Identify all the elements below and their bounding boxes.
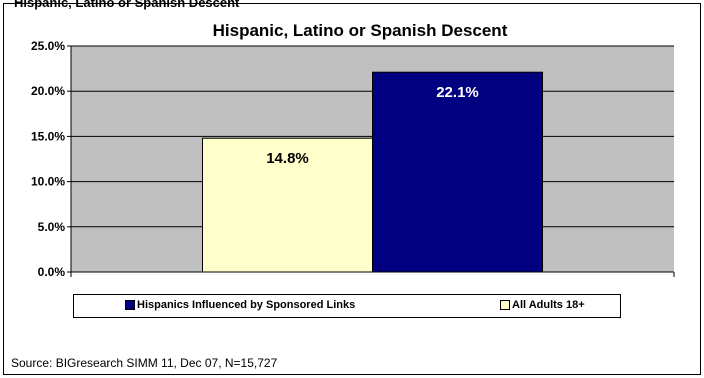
y-tick-label: 25.0% bbox=[31, 39, 65, 53]
y-tick-label: 10.0% bbox=[31, 175, 65, 189]
bar bbox=[372, 71, 543, 273]
legend-item-hispanics: Hispanics Influenced by Sponsored Links bbox=[125, 299, 355, 311]
y-tick-label: 20.0% bbox=[31, 84, 65, 98]
y-tick-label: 5.0% bbox=[38, 220, 66, 234]
y-tick-label: 0.0% bbox=[38, 265, 66, 279]
legend-label-all-adults: All Adults 18+ bbox=[512, 299, 585, 311]
plot-area: 0.0% 5.0% 10.0% 15.0% 20.0% 25.0% 14.8% 22.1% bbox=[31, 39, 675, 279]
top-cut-text: Hispanic, Latino or Spanish Descent bbox=[14, 0, 240, 10]
data-label: 14.8% bbox=[266, 150, 309, 167]
chart-frame: Hispanic, Latino or Spanish Descent Hisp… bbox=[3, 0, 701, 375]
legend-swatch-hispanics bbox=[125, 300, 135, 310]
y-tick-label: 15.0% bbox=[31, 129, 65, 143]
legend: Hispanics Influenced by Sponsored Links … bbox=[73, 294, 621, 318]
source-note: Source: BIGresearch SIMM 11, Dec 07, N=1… bbox=[11, 356, 278, 370]
legend-swatch-all-adults bbox=[500, 300, 510, 310]
bar-chart: Hispanic, Latino or Spanish Descent 0.0%… bbox=[31, 21, 675, 279]
data-label: 22.1% bbox=[436, 84, 479, 101]
legend-label-hispanics: Hispanics Influenced by Sponsored Links bbox=[137, 299, 356, 311]
legend-item-all-adults: All Adults 18+ bbox=[500, 299, 585, 311]
chart-title: Hispanic, Latino or Spanish Descent bbox=[213, 21, 508, 40]
